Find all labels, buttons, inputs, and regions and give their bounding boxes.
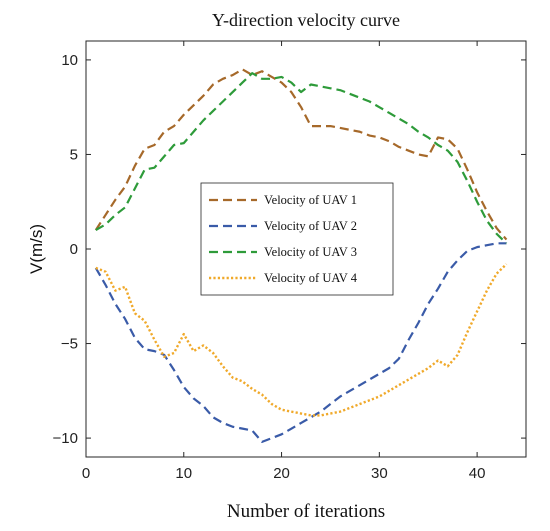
- series-line-uav-2: [94, 242, 507, 443]
- legend-label-uav-1: Velocity of UAV 1: [264, 193, 357, 207]
- x-tick-label: 40: [469, 465, 486, 482]
- legend-label-uav-4: Velocity of UAV 4: [264, 271, 358, 285]
- x-tick-label: 30: [371, 465, 388, 482]
- series-line-uav-3: [95, 72, 508, 245]
- y-axis-label: V(m/s): [27, 224, 46, 274]
- legend-label-uav-2: Velocity of UAV 2: [264, 219, 357, 233]
- y-tick-label: 0: [70, 241, 78, 258]
- x-axis-label: Number of iterations: [227, 501, 385, 522]
- y-tick-label: 10: [61, 52, 78, 69]
- series-lines: [94, 68, 508, 443]
- y-tick-label: 5: [70, 146, 78, 163]
- x-tick-label: 0: [82, 465, 90, 482]
- axis-ticks: 0 10 20 30 40 −10 −5 0 5 10: [53, 41, 526, 482]
- chart-title: Y-direction velocity curve: [212, 10, 400, 30]
- y-tick-label: −5: [61, 336, 78, 353]
- y-tick-label: −10: [53, 430, 78, 447]
- legend: Velocity of UAV 1 Velocity of UAV 2 Veloci…: [200, 182, 394, 296]
- series-line-uav-4: [95, 263, 508, 417]
- series-line-uav-1: [94, 68, 508, 241]
- legend-box: [200, 182, 394, 296]
- x-tick-label: 20: [273, 465, 290, 482]
- legend-label-uav-3: Velocity of UAV 3: [264, 245, 357, 259]
- x-tick-label: 10: [175, 465, 192, 482]
